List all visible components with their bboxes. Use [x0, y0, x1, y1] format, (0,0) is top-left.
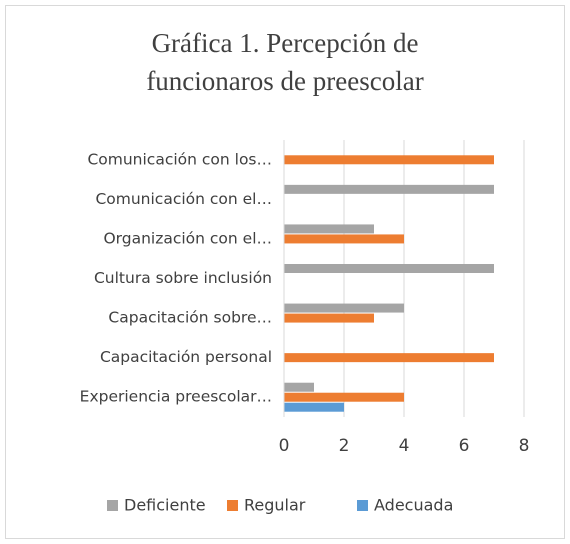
legend-label: Regular [244, 496, 306, 515]
y-tick-label: Capacitación sobre… [108, 309, 272, 327]
y-tick-label: Experiencia preescolar… [80, 388, 272, 406]
y-tick-label: Organización con el… [103, 229, 272, 247]
x-tick-label: 4 [399, 436, 410, 456]
legend-swatch [227, 500, 238, 511]
legend-label: Deficiente [124, 496, 206, 515]
bar [284, 234, 404, 244]
bar [284, 353, 494, 363]
bar [284, 313, 374, 323]
bar [284, 392, 404, 402]
legend-swatch [357, 500, 368, 511]
y-tick-label: Cultura sobre inclusión [94, 269, 272, 287]
x-tick-label: 0 [279, 436, 290, 456]
bar [284, 224, 374, 234]
x-tick-label: 6 [459, 436, 470, 456]
bar [284, 184, 494, 194]
legend-swatch [107, 500, 118, 511]
y-tick-label: Comunicación con los… [87, 150, 272, 168]
y-tick-label: Comunicación con el… [95, 190, 272, 208]
bar [284, 303, 404, 313]
x-tick-label: 8 [519, 436, 530, 456]
bar [284, 155, 494, 165]
bar [284, 264, 494, 273]
x-tick-label: 2 [339, 436, 350, 456]
bar [284, 382, 314, 392]
legend-label: Adecuada [374, 496, 453, 515]
y-tick-label: Capacitación personal [100, 348, 272, 366]
bar [284, 402, 344, 412]
chart-title: Gráfica 1. Percepción de funcionaros de … [146, 28, 424, 96]
